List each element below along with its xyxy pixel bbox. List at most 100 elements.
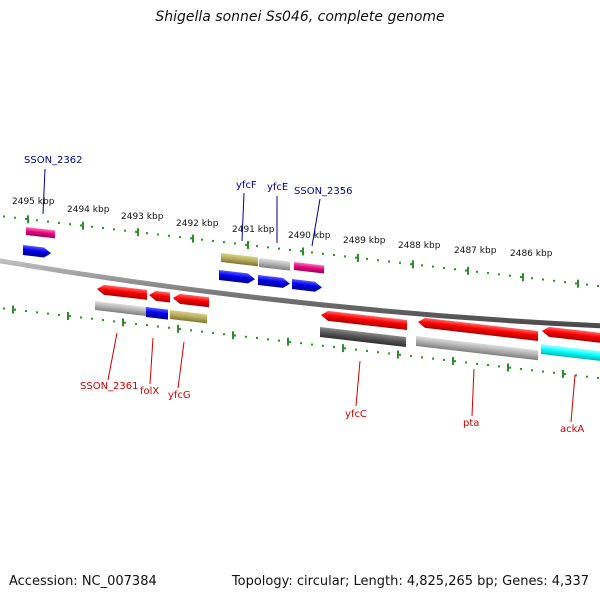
minor-tick-upper [575,282,577,285]
minor-tick-lower [190,329,192,332]
minor-tick-upper [564,281,566,284]
minor-tick-lower [586,375,588,378]
minor-tick-lower [91,317,93,320]
minor-tick-lower [432,357,434,360]
feature-folX-cds [149,290,170,303]
minor-tick-lower [333,346,335,349]
minor-tick-lower [14,308,16,311]
minor-tick-lower [58,313,60,316]
minor-tick-upper [80,224,82,227]
minor-tick-lower [542,370,544,373]
minor-tick-upper [421,264,423,267]
feature-yfcE-cds [258,275,290,288]
feature-yfcF-blast [221,253,258,267]
gene-label-leader [570,374,576,423]
ruler-label: 2493 kbp [121,212,164,222]
ruler-label: 2490 kbp [288,231,331,241]
gene-label-leader [241,192,245,242]
gene-label: pta [463,418,479,429]
ruler-label: 2488 kbp [398,241,441,251]
minor-tick-lower [256,337,258,340]
minor-tick-upper [366,257,368,260]
minor-tick-lower [498,365,500,368]
minor-tick-upper [3,215,5,218]
minor-tick-lower [179,328,181,331]
feature-SSON_2356-cds [292,279,322,292]
minor-tick-upper [58,221,60,224]
minor-tick-lower [509,366,511,369]
minor-tick-lower [553,371,555,374]
ruler-label: 2491 kbp [232,225,275,235]
gene-label-leader [149,337,154,385]
feature-ackA-blast-shape [541,344,600,362]
ruler-label: 2492 kbp [176,219,219,229]
ruler-label: 2486 kbp [510,249,553,259]
minor-tick-lower [146,324,148,327]
minor-tick-lower [201,330,203,333]
minor-tick-upper [542,278,544,281]
feature-SSON_2362-blast [26,227,55,239]
feature-yfcC-blast-shape [320,327,406,348]
feature-folX-blast [146,307,168,320]
minor-tick-upper [443,266,445,269]
gene-label: ackA [560,424,584,435]
minor-tick-upper [586,283,588,286]
minor-tick-lower [344,347,346,350]
minor-tick-lower [454,360,456,363]
minor-tick-upper [135,230,137,233]
minor-tick-lower [487,364,489,367]
minor-tick-upper [520,275,522,278]
minor-tick-upper [410,263,412,266]
feature-yfcG-cds [173,293,209,308]
minor-tick-lower [69,315,71,318]
minor-tick-upper [377,259,379,262]
feature-ackA-blast [541,344,600,362]
minor-tick-upper [476,270,478,273]
gene-label-leader [355,360,361,407]
accession-text: Accession: NC_007384 [9,574,157,589]
feature-SSON_2361-blast [95,301,147,317]
minor-tick-lower [366,349,368,352]
feature-SSON_2361-blast-shape [95,301,147,317]
map-title: Shigella sonnei Ss046, complete genome [155,9,445,25]
feature-pta-blast-shape [416,336,538,361]
minor-tick-upper [388,260,390,263]
minor-tick-upper [465,269,467,272]
minor-tick-lower [322,344,324,347]
minor-tick-upper [399,261,401,264]
minor-tick-lower [377,351,379,354]
minor-tick-lower [278,339,280,342]
minor-tick-upper [102,227,104,230]
gene-label: yfcG [168,390,191,401]
minor-tick-upper [113,228,115,231]
minor-tick-upper [25,218,27,221]
minor-tick-lower [355,348,357,351]
minor-tick-lower [157,325,159,328]
feature-yfcF-cds [219,270,255,284]
minor-tick-lower [289,340,291,343]
gene-label-leader [177,341,185,389]
minor-tick-lower [311,343,313,346]
minor-tick-lower [564,373,566,376]
minor-tick-lower [597,376,599,379]
gene-label: yfcC [345,409,367,420]
feature-yfcG-blast-shape [170,310,207,324]
minor-tick-upper [201,238,203,241]
minor-tick-lower [212,331,214,334]
minor-tick-upper [234,242,236,245]
minor-tick-lower [410,355,412,358]
minor-tick-upper [344,255,346,258]
minor-tick-lower [531,369,533,372]
feature-yfcF-blast-shape [221,253,258,267]
minor-tick-lower [47,312,49,315]
feature-SSON_2356-blast-shape [294,262,324,274]
minor-tick-upper [91,225,93,228]
minor-tick-upper [487,272,489,275]
minor-tick-upper [278,247,280,250]
minor-tick-upper [498,273,500,276]
feature-yfcC-cds [321,310,407,331]
feature-SSON_2356-blast [294,262,324,274]
ruler-label: 2495 kbp [12,197,55,207]
minor-tick-lower [300,342,302,345]
minor-tick-upper [454,268,456,271]
